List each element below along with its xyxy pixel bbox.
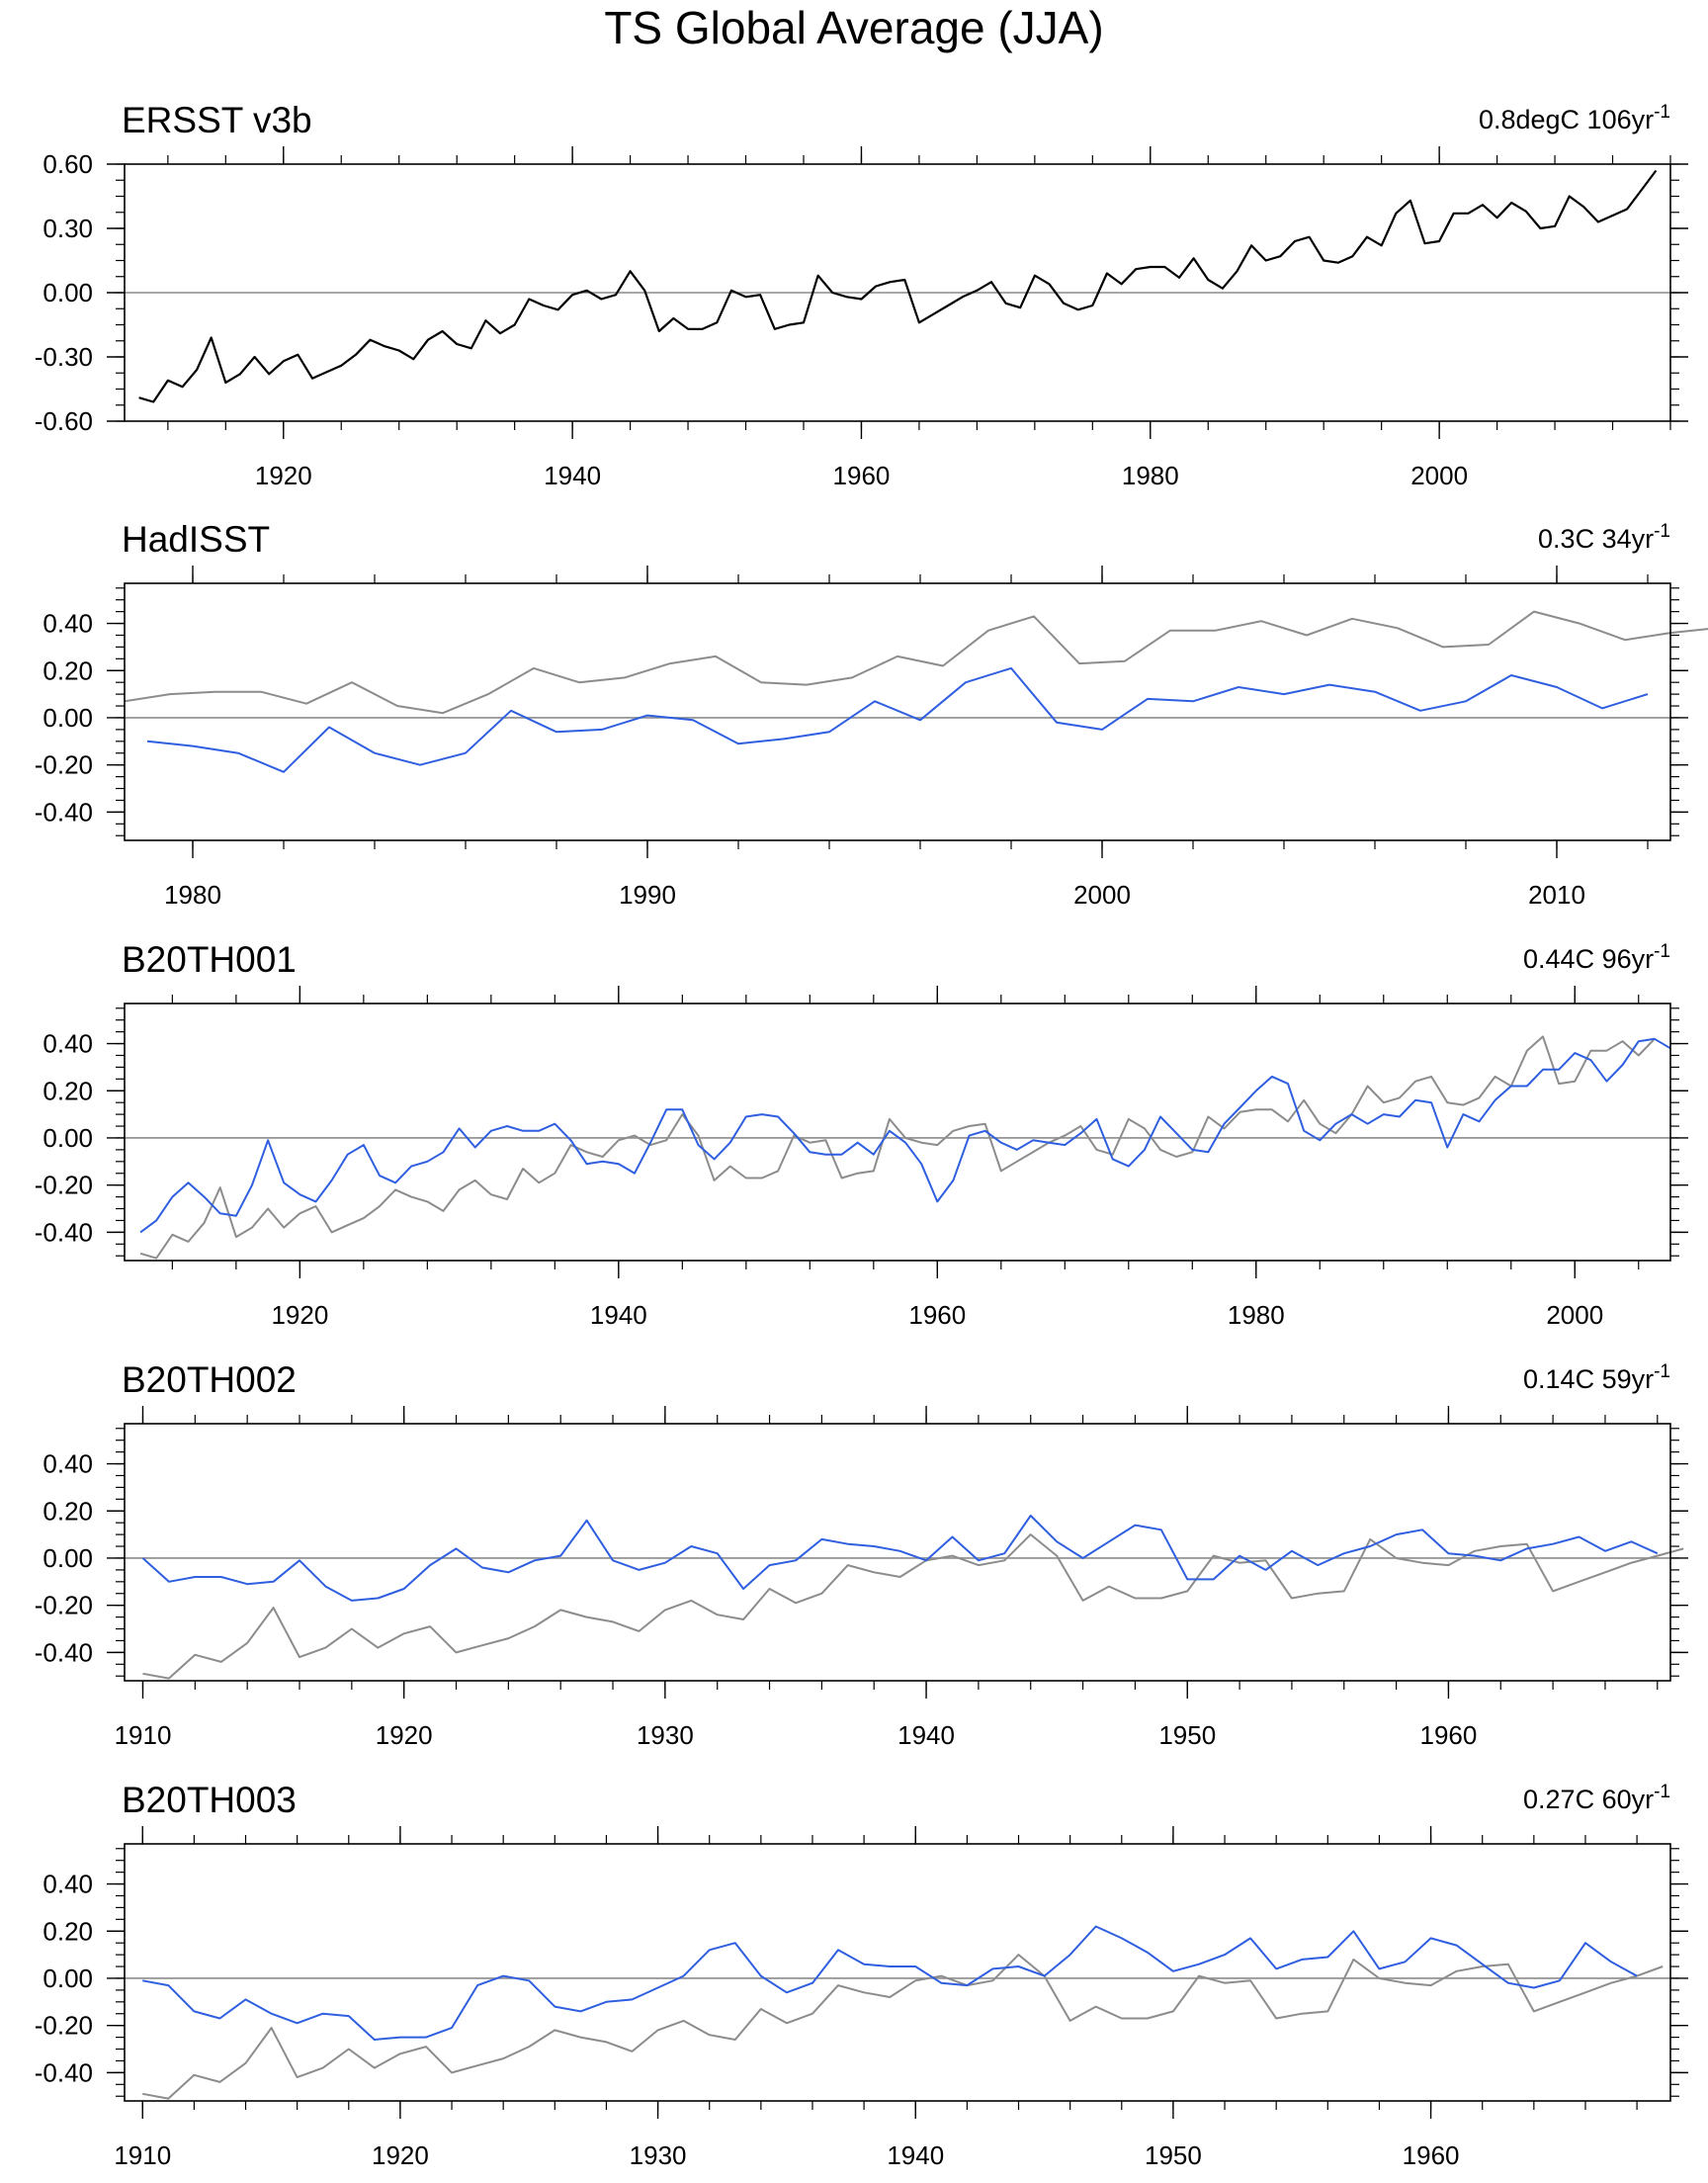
panel-b20th002: B20TH002 0.14C 59yr-1 -0.40 -0.20 0.00 0.20 0.…: [35, 1359, 1688, 1750]
x-tick-label: 1910: [115, 1720, 172, 1750]
trend-exponent: -1: [1654, 102, 1670, 123]
trend-label: 0.14C 59yr-1: [1523, 1361, 1670, 1394]
x-tick-label: 1960: [1420, 1720, 1478, 1750]
x-tick-label: 2000: [1546, 1300, 1603, 1330]
series-line-b20th003: [142, 1925, 1638, 2041]
panel-b20th001: B20TH001 0.44C 96yr-1 -0.40 -0.20 0.00 0.20 0.…: [35, 939, 1688, 1330]
panel-title: B20TH002: [122, 1359, 297, 1400]
panels: ERSST v3b 0.8degC 106yr-1-0.60-0.300.000.…: [35, 100, 1708, 2170]
y-tick-label: 0.00: [43, 1123, 93, 1153]
panel-b20th003: B20TH003 0.27C 60yr-1 -0.40 -0.20 0.00 0.20 0.…: [35, 1780, 1688, 2170]
y-tick-label: 0.20: [43, 1496, 93, 1526]
x-tick-label: 1960: [1403, 2140, 1460, 2170]
x-tick-label: 1990: [619, 880, 676, 910]
trend-label: 0.44C 96yr-1: [1523, 941, 1670, 974]
y-tick-label: 0.20: [43, 655, 93, 685]
figure-title: TS Global Average (JJA): [604, 2, 1103, 53]
y-tick-label: 0.40: [43, 1870, 93, 1899]
trend-value: 0.27C 60yr: [1523, 1785, 1654, 1814]
x-tick-label: 1980: [1122, 461, 1179, 490]
y-tick-label: -0.40: [35, 1217, 93, 1247]
plot-frame: [124, 1003, 1671, 1262]
trend-label: 0.27C 60yr-1: [1523, 1782, 1670, 1814]
x-tick-label: 1980: [164, 880, 221, 910]
x-tick-label: 1930: [630, 2140, 687, 2170]
y-tick-label: 0.40: [43, 1449, 93, 1479]
series-line-reference: [124, 610, 1708, 715]
x-tick-label: 1920: [372, 2140, 429, 2170]
plot-frame: [124, 163, 1671, 422]
plot-frame: [124, 1843, 1671, 2102]
x-tick-label: 1940: [590, 1300, 647, 1330]
y-tick-label: -0.40: [35, 2057, 93, 2087]
y-tick-label: 0.00: [43, 1964, 93, 1993]
panel-title: ERSST v3b: [122, 100, 312, 140]
x-tick-label: 1930: [637, 1720, 694, 1750]
series-line-b20th001: [139, 1037, 1671, 1234]
y-tick-label: 0.40: [43, 1029, 93, 1059]
y-tick-label: 0.20: [43, 1916, 93, 1946]
trend-label: 0.8degC 106yr-1: [1479, 102, 1670, 134]
series-line-reference: [142, 1954, 1664, 2100]
y-tick-label: 0.00: [43, 278, 93, 307]
series-line-b20th002: [141, 1515, 1659, 1602]
trend-label: 0.3C 34yr-1: [1538, 521, 1670, 554]
series-line-hadisst: [146, 666, 1649, 773]
trend-value: 0.3C 34yr: [1538, 524, 1654, 554]
series-line-ersst-v3b: [138, 169, 1658, 403]
trend-value: 0.44C 96yr: [1523, 944, 1654, 974]
y-tick-label: 0.00: [43, 1543, 93, 1573]
panel-ersst-v3b: ERSST v3b 0.8degC 106yr-1 -0.60 -0.30 0.00 0.…: [35, 100, 1688, 490]
y-tick-label: 0.20: [43, 1076, 93, 1105]
trend-exponent: -1: [1654, 941, 1670, 962]
series-line-reference: [139, 1035, 1656, 1260]
trend-exponent: -1: [1654, 521, 1670, 542]
y-tick-label: 0.30: [43, 214, 93, 243]
y-tick-label: -0.30: [35, 342, 93, 372]
x-tick-label: 1920: [255, 461, 312, 490]
y-tick-label: 0.40: [43, 609, 93, 639]
x-tick-label: 1960: [833, 461, 891, 490]
trend-exponent: -1: [1654, 1782, 1670, 1802]
x-tick-label: 1920: [271, 1300, 328, 1330]
y-tick-label: 0.00: [43, 703, 93, 733]
y-tick-label: -0.60: [35, 406, 93, 436]
plot-frame: [124, 582, 1671, 841]
trend-value: 0.14C 59yr: [1523, 1364, 1654, 1394]
x-tick-label: 2010: [1528, 880, 1585, 910]
trend-exponent: -1: [1654, 1361, 1670, 1382]
x-tick-label: 1950: [1158, 1720, 1216, 1750]
x-tick-label: 1980: [1228, 1300, 1285, 1330]
panel-title: B20TH003: [122, 1780, 297, 1820]
y-tick-label: -0.40: [35, 1637, 93, 1667]
panel-hadisst: HadISST 0.3C 34yr-1 -0.40 -0.20 0.00 0.20 0.40…: [35, 519, 1708, 910]
plot-frame: [124, 1423, 1671, 1682]
panel-title: HadISST: [122, 519, 270, 560]
y-tick-label: 0.60: [43, 149, 93, 179]
y-tick-label: -0.20: [35, 1171, 93, 1200]
x-tick-label: 2000: [1073, 880, 1131, 910]
x-tick-label: 1940: [544, 461, 601, 490]
x-tick-label: 1910: [114, 2140, 171, 2170]
x-tick-label: 2000: [1410, 461, 1468, 490]
y-tick-label: -0.20: [35, 1591, 93, 1620]
x-tick-label: 1940: [897, 1720, 955, 1750]
x-tick-label: 1920: [376, 1720, 433, 1750]
x-tick-label: 1950: [1145, 2140, 1202, 2170]
trend-value: 0.8degC 106yr: [1479, 105, 1654, 134]
y-tick-label: -0.40: [35, 797, 93, 827]
y-tick-label: -0.20: [35, 750, 93, 780]
y-tick-label: -0.20: [35, 2011, 93, 2041]
panel-title: B20TH001: [122, 939, 297, 980]
x-tick-label: 1960: [908, 1300, 966, 1330]
x-tick-label: 1940: [887, 2140, 944, 2170]
series-line-reference: [142, 1533, 1684, 1680]
